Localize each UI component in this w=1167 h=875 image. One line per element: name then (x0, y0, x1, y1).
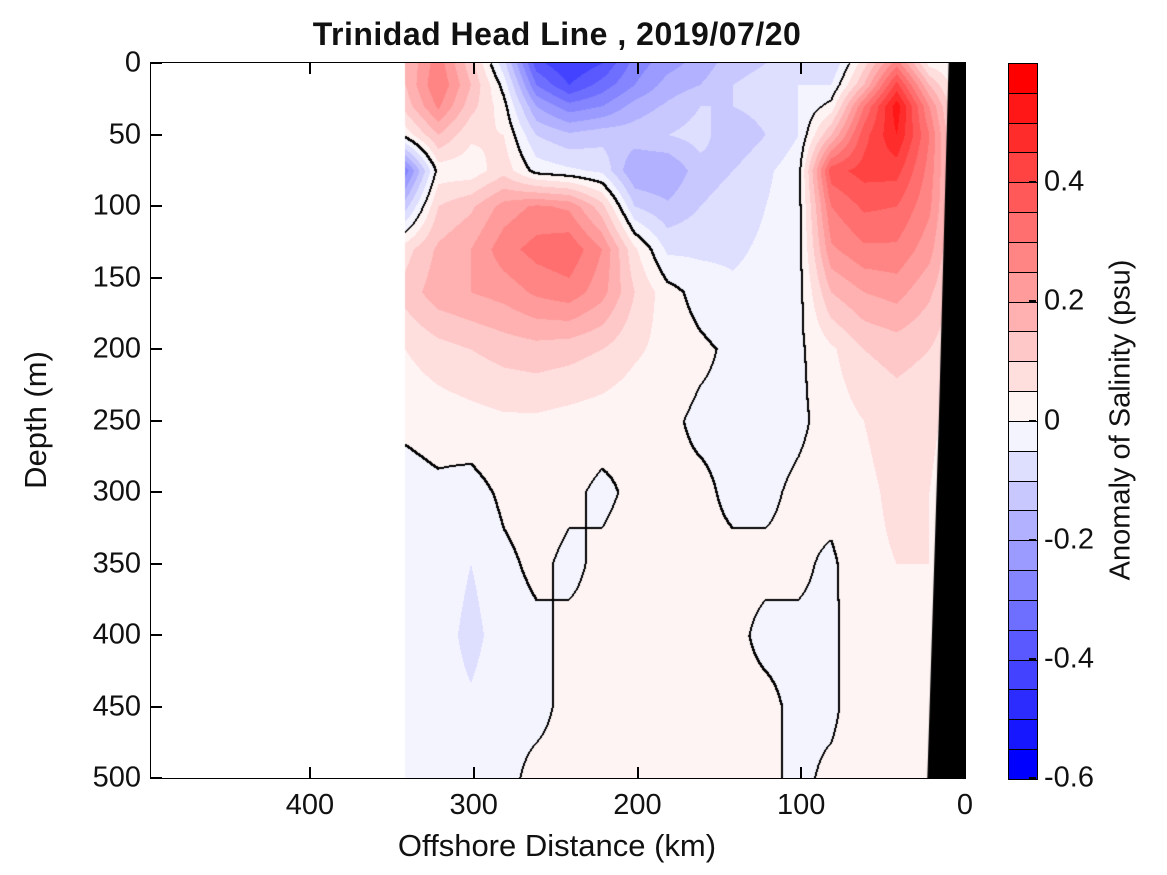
y-tick-mark (954, 705, 965, 708)
x-tick-label: 200 (613, 789, 662, 821)
colorbar-segment (1009, 301, 1037, 332)
x-tick-mark (472, 767, 475, 778)
colorbar-segment (1009, 361, 1037, 392)
contour-field-canvas (151, 63, 965, 778)
y-tick-mark (151, 62, 162, 64)
y-tick-mark (954, 491, 965, 493)
y-tick-label: 50 (108, 118, 141, 150)
colorbar-segment (1009, 480, 1037, 511)
colorbar-tick-mark (1029, 181, 1036, 184)
y-tick-mark (151, 205, 162, 207)
y-tick-mark (954, 62, 965, 64)
x-tick-mark (800, 63, 803, 74)
y-tick-label: 100 (92, 189, 141, 222)
colorbar-segment (1009, 212, 1037, 242)
y-tick-mark (954, 276, 965, 279)
y-tick-mark (151, 562, 162, 565)
colorbar-segment (1009, 599, 1037, 630)
y-tick-mark (151, 777, 162, 779)
y-tick-mark (954, 777, 965, 779)
y-tick-mark (954, 419, 965, 422)
x-tick-label: 0 (956, 789, 974, 821)
colorbar-segment (1009, 749, 1037, 779)
y-tick-mark (151, 705, 162, 708)
y-tick-label: 300 (92, 475, 141, 508)
y-tick-label: 250 (92, 404, 141, 436)
y-tick-mark (151, 276, 162, 279)
colorbar-segment (1009, 182, 1037, 213)
x-tick-label: 100 (777, 789, 826, 821)
colorbar-segment (1009, 391, 1037, 421)
x-tick-mark (636, 63, 639, 74)
y-tick-label: 0 (124, 46, 141, 79)
plot-frame (150, 62, 966, 779)
colorbar-segment (1009, 510, 1037, 541)
y-tick-mark (954, 562, 965, 565)
x-tick-mark (964, 63, 966, 74)
colorbar-segment (1009, 719, 1037, 750)
colorbar-tick-label: -0.2 (1044, 523, 1094, 556)
y-tick-mark (954, 348, 965, 350)
colorbar-segment (1009, 331, 1037, 362)
y-tick-label: 450 (92, 690, 141, 722)
x-tick-label: 300 (449, 789, 498, 821)
y-tick-mark (151, 348, 162, 350)
x-tick-mark (800, 767, 803, 778)
x-axis-label: Offshore Distance (km) (397, 828, 717, 863)
y-tick-mark (954, 205, 965, 207)
y-tick-mark (151, 634, 162, 636)
x-tick-mark (964, 767, 966, 778)
colorbar-tick-label: 0.2 (1044, 284, 1085, 317)
colorbar-segment (1009, 540, 1037, 571)
colorbar-segment (1009, 152, 1037, 183)
colorbar-tick-mark (1029, 419, 1036, 422)
y-tick-label: 200 (92, 332, 141, 365)
chart-title: Trinidad Head Line , 2019/07/20 (312, 16, 802, 52)
colorbar-tick-mark (1029, 538, 1036, 541)
colorbar-segment (1009, 420, 1037, 451)
y-tick-label: 350 (92, 547, 141, 579)
colorbar-tick-label: -0.6 (1044, 761, 1094, 794)
colorbar-segment (1009, 241, 1037, 272)
y-tick-mark (151, 491, 162, 493)
colorbar-segment (1009, 92, 1037, 123)
colorbar-segment (1009, 689, 1037, 720)
x-tick-mark (309, 63, 311, 74)
y-tick-mark (151, 419, 162, 422)
y-tick-label: 150 (92, 261, 141, 293)
colorbar-segment (1009, 659, 1037, 690)
colorbar-tick-mark (1029, 657, 1036, 660)
x-tick-label: 400 (285, 789, 335, 821)
colorbar-segment (1009, 64, 1037, 93)
colorbar-label: Anomaly of Salinity (psu) (1104, 259, 1137, 581)
colorbar-tick-label: -0.4 (1044, 642, 1094, 675)
colorbar-segment (1009, 450, 1037, 481)
colorbar-tick-label: 0 (1044, 404, 1061, 436)
colorbar-segment (1009, 570, 1037, 600)
colorbar-tick-mark (1029, 300, 1036, 303)
colorbar-segment (1009, 271, 1037, 302)
y-tick-mark (151, 133, 162, 136)
y-tick-mark (954, 634, 965, 636)
colorbar-tick-mark (1029, 777, 1036, 779)
y-tick-mark (954, 133, 965, 136)
x-tick-mark (309, 767, 311, 778)
colorbar-segment (1009, 122, 1037, 153)
x-tick-mark (636, 767, 639, 778)
y-tick-label: 400 (92, 618, 141, 651)
colorbar-tick-label: 0.4 (1044, 165, 1085, 198)
colorbar-segment (1009, 629, 1037, 660)
colorbar (1008, 63, 1038, 780)
y-axis-label: Depth (m) (18, 351, 53, 489)
x-tick-mark (472, 63, 475, 74)
y-tick-label: 500 (92, 761, 141, 794)
